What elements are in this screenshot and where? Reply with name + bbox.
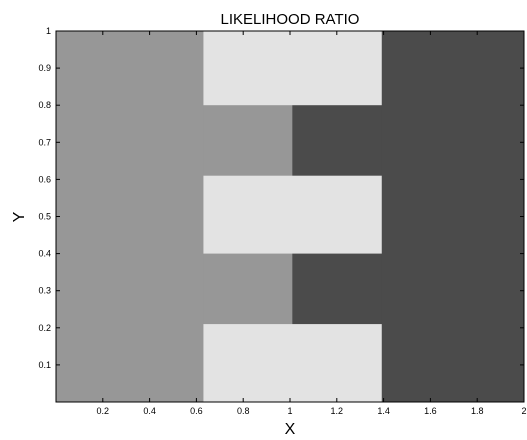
x-tick-label: 1.8 — [471, 406, 484, 416]
x-tick-label: 0.8 — [237, 406, 250, 416]
x-tick-label: 1.4 — [377, 406, 390, 416]
region-light-4 — [203, 31, 382, 106]
y-tick-label: 1 — [46, 26, 51, 36]
y-tick-label: 0.5 — [38, 212, 51, 222]
x-tick-label: 2 — [521, 406, 526, 416]
x-axis-ticks: 0.2 0.4 0.6 0.8 1 1.2 1.4 1.6 1.8 2 — [97, 31, 527, 416]
region-dark-3 — [381, 31, 525, 402]
x-tick-label: 0.4 — [143, 406, 156, 416]
y-tick-label: 0.6 — [38, 174, 51, 184]
x-tick-label: 1 — [287, 406, 292, 416]
x-tick-label: 1.6 — [424, 406, 437, 416]
y-tick-label: 0.8 — [38, 100, 51, 110]
x-axis-label: X — [285, 421, 296, 438]
y-tick-label: 0.2 — [38, 323, 51, 333]
y-tick-label: 0.9 — [38, 63, 51, 73]
region-medium-0 — [56, 31, 204, 402]
y-tick-label: 0.3 — [38, 286, 51, 296]
region-light-5 — [203, 175, 382, 254]
x-tick-label: 1.2 — [331, 406, 344, 416]
x-tick-label: 0.2 — [97, 406, 110, 416]
y-tick-label: 0.7 — [38, 137, 51, 147]
y-axis-label: Y — [11, 211, 28, 222]
regions-layer — [56, 31, 525, 402]
x-tick-label: 0.6 — [190, 406, 203, 416]
chart-title: LIKELIHOOD RATIO — [221, 11, 360, 28]
region-light-6 — [203, 324, 382, 402]
y-axis-ticks: 0.1 0.2 0.3 0.4 0.5 0.6 0.7 0.8 0.9 1 — [38, 26, 524, 370]
y-tick-label: 0.4 — [38, 249, 51, 259]
y-tick-label: 0.1 — [38, 360, 51, 370]
